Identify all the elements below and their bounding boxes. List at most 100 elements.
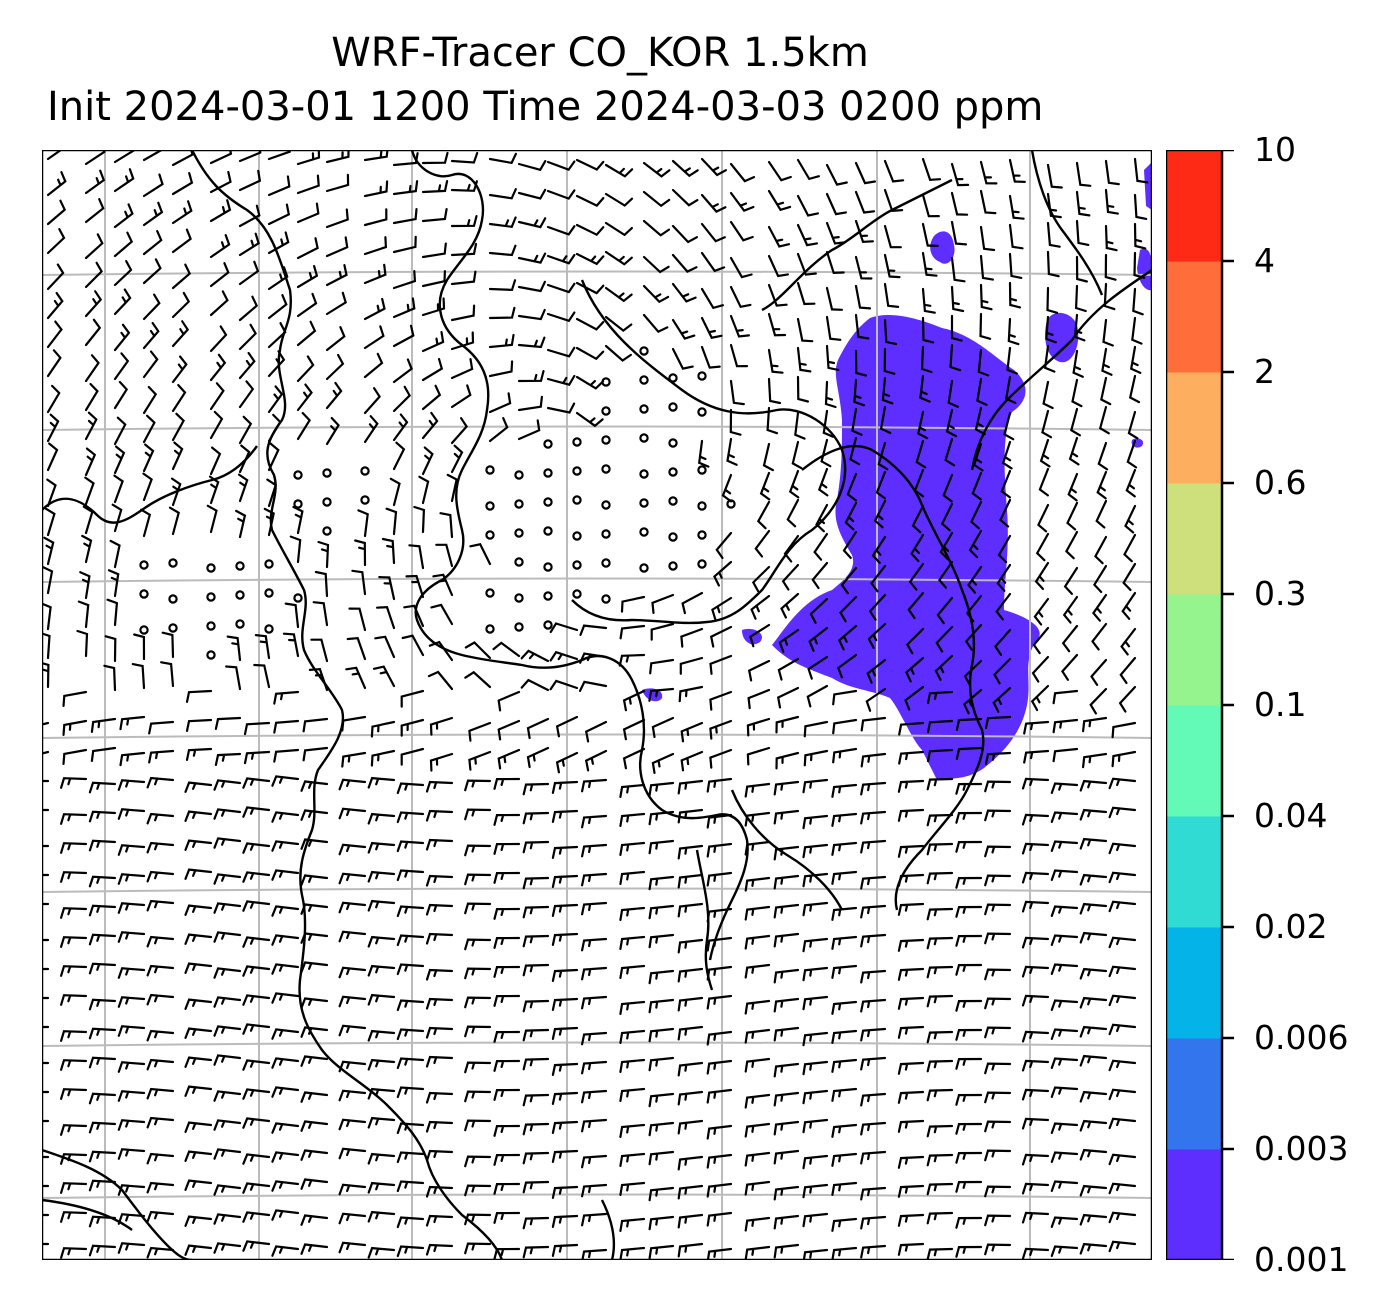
wind-barb — [1108, 1153, 1137, 1166]
wind-barb — [802, 1031, 829, 1047]
wind-barb — [575, 223, 605, 237]
wind-barb — [242, 1117, 271, 1129]
wind-barb — [648, 687, 675, 702]
wind-barb — [522, 1151, 550, 1165]
wind-barb — [642, 313, 669, 334]
wind-barb — [783, 534, 800, 563]
wind-barb — [955, 1245, 983, 1258]
wind-barb — [367, 812, 396, 825]
wind-barb — [60, 965, 88, 977]
wind-barb — [926, 936, 954, 950]
wind-barb — [77, 600, 90, 629]
wind-barb — [242, 1211, 271, 1223]
wind-barb — [854, 255, 873, 280]
wind-barb — [802, 778, 829, 794]
wind-barb — [84, 318, 102, 347]
wind-barb — [1120, 627, 1137, 656]
wind-barb — [967, 565, 983, 594]
wind-barb — [1108, 936, 1137, 949]
wind-barb — [1079, 996, 1108, 1009]
wind-barb — [300, 809, 329, 821]
wind-barb — [106, 598, 119, 627]
wind-barb — [1124, 504, 1137, 534]
wind-barb — [1074, 284, 1087, 313]
wind-barb — [837, 624, 858, 651]
wind-barb — [831, 1217, 858, 1232]
wind-barb — [744, 840, 771, 856]
wind-barb — [1079, 1213, 1108, 1226]
wind-barb — [238, 380, 255, 409]
wind-barb — [267, 150, 291, 161]
wind-barb — [425, 1149, 454, 1162]
wind-barb — [584, 720, 608, 743]
wind-barb — [1061, 624, 1079, 653]
wind-barb — [88, 998, 117, 1011]
wind-barb — [1063, 566, 1079, 595]
wind-barb — [338, 778, 367, 791]
wind-barb — [425, 1026, 454, 1039]
wind-barb — [796, 194, 819, 217]
colorbar-tick-label: 0.1 — [1254, 685, 1307, 724]
wind-barb — [526, 746, 550, 769]
wind-barb — [60, 813, 88, 825]
wind-barb — [338, 843, 367, 856]
wind-barb — [870, 564, 887, 593]
wind-barb — [312, 601, 329, 627]
wind-barb — [860, 1121, 887, 1136]
colorbar-segment — [1166, 705, 1222, 817]
calm-wind-marker — [572, 531, 582, 541]
wind-barb — [846, 472, 858, 502]
wind-barb — [84, 290, 103, 318]
wind-barb — [832, 718, 858, 735]
wind-barb — [84, 447, 97, 477]
calm-wind-marker — [697, 501, 707, 511]
wind-barb — [860, 998, 887, 1013]
wind-barb — [806, 684, 829, 708]
wind-barb — [60, 1088, 88, 1100]
wind-barb — [773, 968, 800, 984]
wind-barb — [522, 782, 550, 796]
wind-barb — [584, 749, 608, 772]
wind-barb — [400, 718, 425, 737]
wind-barb — [300, 961, 329, 973]
colorbar-tick-label: 2 — [1254, 352, 1275, 391]
wind-barb — [464, 902, 492, 915]
wind-barb — [148, 720, 175, 735]
wind-barb — [744, 1245, 771, 1260]
wind-barb — [493, 871, 521, 884]
wind-barb — [984, 1214, 1012, 1227]
wind-barb — [802, 995, 829, 1011]
wind-barb — [267, 203, 291, 226]
wind-barb — [575, 252, 605, 266]
wind-barb — [238, 204, 261, 228]
wind-barb — [242, 994, 271, 1006]
wind-barb — [926, 994, 954, 1008]
wind-barb — [418, 475, 430, 505]
wind-barb — [950, 162, 970, 187]
wind-barb — [1021, 1211, 1050, 1224]
calm-wind-marker — [572, 560, 582, 570]
calm-wind-marker — [668, 561, 678, 571]
wind-barb — [883, 159, 905, 183]
wind-barb — [854, 219, 874, 244]
wind-barb — [581, 1089, 608, 1104]
wind-barb — [450, 444, 464, 474]
calm-wind-marker — [601, 558, 611, 568]
wind-barb — [1008, 252, 1023, 279]
wind-barb — [677, 1119, 704, 1135]
wind-barb — [396, 1180, 425, 1193]
wind-barb — [117, 779, 146, 791]
wind-barb — [317, 540, 330, 569]
colorbar-segment — [1166, 150, 1222, 262]
wind-barb — [209, 353, 227, 382]
wind-barb — [551, 845, 579, 859]
wind-barb — [897, 1213, 925, 1227]
wind-barb — [955, 905, 983, 918]
wind-barb — [756, 500, 771, 530]
wind-barb — [338, 1024, 367, 1037]
wind-barb — [831, 1152, 858, 1167]
wind-barb — [794, 411, 806, 440]
calm-circles — [139, 346, 736, 660]
wind-barb — [1094, 535, 1108, 565]
wind-barb — [866, 658, 887, 684]
